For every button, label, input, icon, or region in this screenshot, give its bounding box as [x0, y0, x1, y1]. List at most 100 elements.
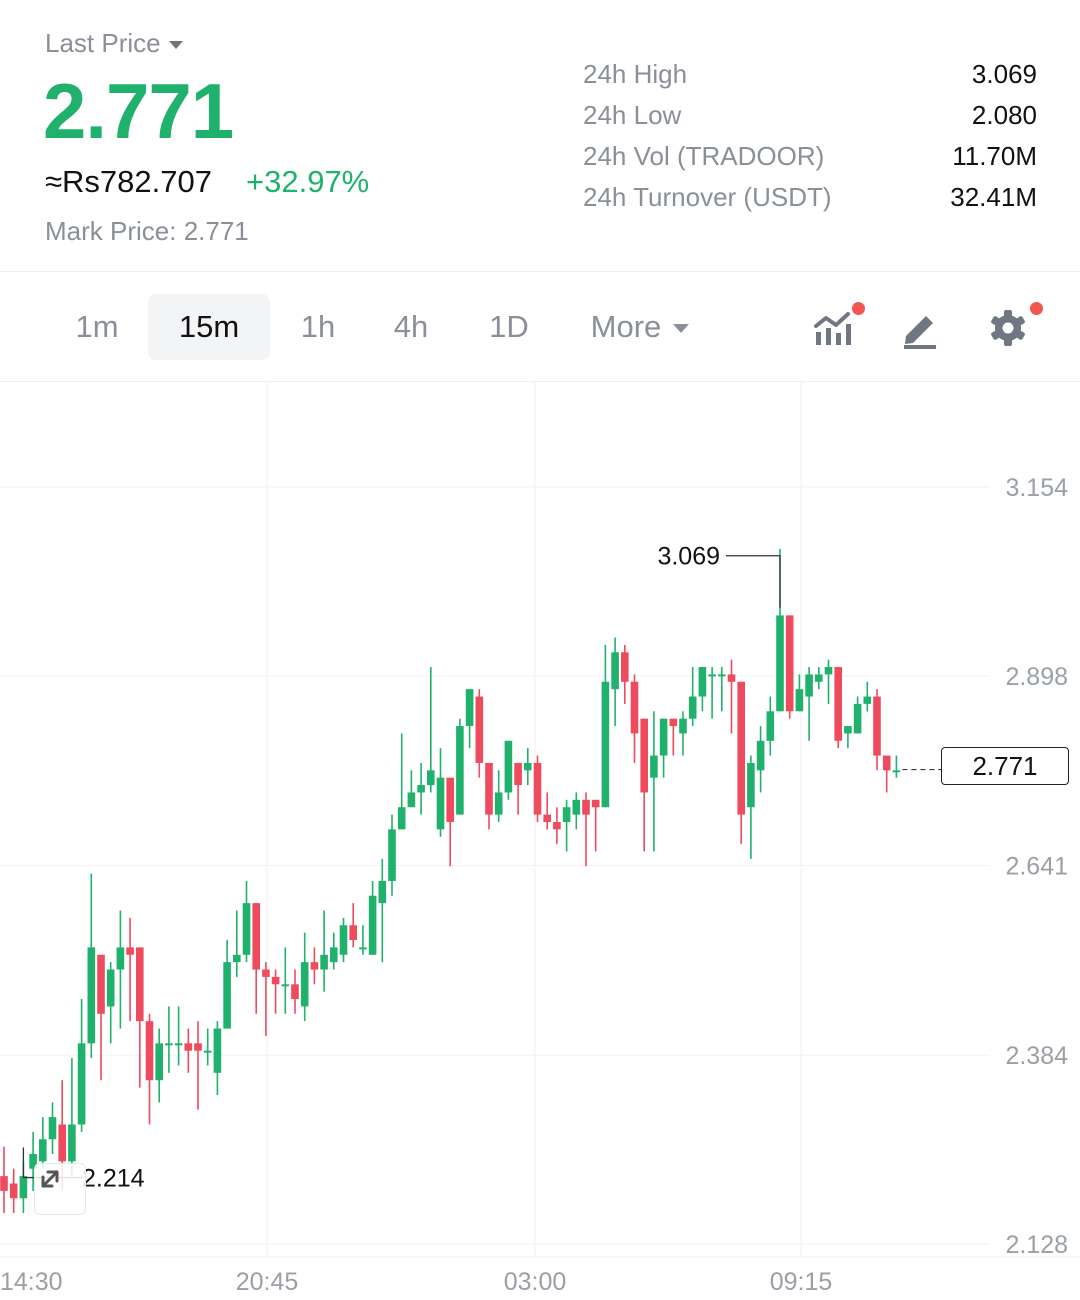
candle-body: [291, 984, 299, 1000]
candle-body: [233, 954, 241, 963]
candle-body: [436, 777, 445, 830]
candle-body: [136, 947, 144, 1022]
candle-body: [116, 947, 125, 970]
tab-1h[interactable]: 1h: [300, 309, 336, 344]
candle: [892, 755, 901, 778]
candle-body: [87, 947, 96, 1044]
candle: [708, 667, 716, 719]
stat-row-24h-vol: 24h Vol (TRADOOR) 11.70M: [583, 136, 1037, 177]
tab-1m[interactable]: 1m: [75, 309, 119, 344]
price-change-percent: +32.97%: [246, 164, 370, 199]
candle-body: [359, 947, 367, 950]
x-tick-label: 14:30: [0, 1268, 63, 1296]
more-label: More: [590, 309, 662, 344]
tab-1d[interactable]: 1D: [489, 309, 529, 344]
candle: [669, 718, 678, 756]
candle: [766, 696, 775, 756]
candle-body: [349, 925, 357, 941]
candle: [882, 755, 891, 793]
candle: [524, 748, 532, 786]
x-tick-label: 09:15: [770, 1268, 833, 1296]
candle-body: [320, 954, 328, 970]
candle: [805, 667, 813, 741]
candle-body: [407, 792, 416, 808]
stat-value: 32.41M: [950, 182, 1037, 212]
candle-body: [262, 969, 270, 977]
candle-body: [863, 696, 872, 704]
mark-price: Mark Price: 2.771: [45, 216, 249, 247]
more-timeframes-dropdown[interactable]: More: [572, 294, 708, 360]
candle-body: [650, 755, 658, 778]
candle-body: [388, 829, 396, 881]
candle-body: [553, 821, 561, 830]
y-tick-label: 2.898: [1005, 663, 1068, 691]
candle: [39, 1117, 47, 1169]
candle: [165, 1006, 173, 1073]
chart-annotations: 3.069 2.214: [22, 543, 941, 1193]
candle: [591, 799, 600, 852]
candle-body: [640, 718, 648, 793]
candle: [116, 910, 125, 1029]
candle-body: [203, 1050, 212, 1053]
candle: [834, 667, 842, 749]
candle: [407, 770, 416, 808]
candle-body: [766, 711, 775, 741]
candle: [718, 667, 726, 712]
candle-body: [601, 681, 610, 808]
candlestick-chart[interactable]: 3.069 2.214 3.154 2.898 2.641 2.384 2.128 14:3…: [0, 382, 1080, 1300]
candle: [368, 880, 377, 955]
candle-body: [165, 1043, 173, 1046]
candle-body: [19, 1176, 28, 1199]
candle: [727, 659, 736, 734]
candle: [184, 1028, 193, 1073]
candle: [339, 917, 348, 963]
candle: [194, 1021, 202, 1110]
candle-body: [747, 762, 755, 808]
candle-body: [621, 652, 629, 682]
candle-body: [795, 689, 804, 712]
candle-body: [184, 1043, 193, 1051]
expand-chart-button[interactable]: [34, 1163, 86, 1215]
candle: [747, 755, 755, 859]
tab-15m[interactable]: 15m: [148, 294, 270, 360]
low-marker-label: 2.214: [82, 1165, 145, 1193]
candle: [650, 711, 658, 852]
candle: [824, 659, 833, 704]
candle: [242, 880, 251, 963]
candle-body: [485, 762, 493, 815]
settings-icon[interactable]: [986, 302, 1043, 350]
candle-body: [844, 726, 852, 734]
candle: [203, 1028, 212, 1066]
candle-body: [446, 777, 454, 822]
indicators-icon[interactable]: [812, 302, 865, 350]
stat-row-24h-low: 24h Low 2.080: [583, 95, 1037, 136]
caret-down-icon: [168, 40, 183, 49]
candle: [659, 718, 668, 778]
candle: [48, 1102, 57, 1154]
draw-icon[interactable]: [898, 306, 942, 350]
candle-body: [688, 696, 697, 719]
candle-body: [679, 718, 687, 734]
candle-body: [174, 1043, 183, 1046]
candle: [504, 740, 513, 800]
candle: [252, 903, 260, 1014]
notification-dot: [852, 302, 865, 315]
candle: [378, 858, 387, 963]
tab-4h[interactable]: 4h: [393, 309, 429, 344]
candle: [9, 1168, 18, 1214]
caret-down-icon: [673, 323, 690, 333]
last-price-value: 2.771: [43, 67, 234, 155]
candle: [310, 947, 319, 985]
candle-body: [737, 681, 745, 815]
candle: [106, 962, 115, 1044]
candle: [853, 696, 862, 734]
candle: [873, 689, 881, 771]
stat-value: 3.069: [971, 59, 1037, 89]
chart-canvas[interactable]: 3.069 2.214 3.154 2.898 2.641 2.384 2.128 14:3…: [0, 382, 1080, 1300]
candle-body: [785, 615, 794, 712]
candle-body: [29, 1153, 37, 1169]
candle: [698, 667, 707, 712]
candle: [485, 762, 493, 830]
candle-body: [223, 962, 231, 1029]
last-price-selector[interactable]: Last Price: [45, 28, 183, 59]
